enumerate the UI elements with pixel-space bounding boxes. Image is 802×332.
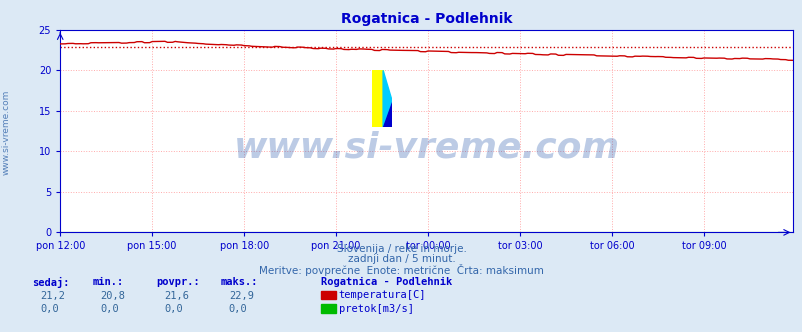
Text: 0,0: 0,0 bbox=[100, 304, 119, 314]
Text: Slovenija / reke in morje.: Slovenija / reke in morje. bbox=[336, 244, 466, 254]
Text: sedaj:: sedaj: bbox=[32, 277, 70, 288]
Text: pretok[m3/s]: pretok[m3/s] bbox=[338, 304, 413, 314]
Text: Rogatnica - Podlehnik: Rogatnica - Podlehnik bbox=[321, 277, 452, 287]
Text: www.si-vreme.com: www.si-vreme.com bbox=[2, 90, 11, 176]
Text: 0,0: 0,0 bbox=[40, 304, 59, 314]
Text: 0,0: 0,0 bbox=[164, 304, 183, 314]
Text: www.si-vreme.com: www.si-vreme.com bbox=[233, 130, 619, 164]
Text: maks.:: maks.: bbox=[221, 277, 258, 287]
Title: Rogatnica - Podlehnik: Rogatnica - Podlehnik bbox=[341, 12, 512, 26]
Text: 21,6: 21,6 bbox=[164, 290, 189, 300]
Text: Meritve: povprečne  Enote: metrične  Črta: maksimum: Meritve: povprečne Enote: metrične Črta:… bbox=[259, 264, 543, 276]
Text: zadnji dan / 5 minut.: zadnji dan / 5 minut. bbox=[347, 254, 455, 264]
Text: 21,2: 21,2 bbox=[40, 290, 65, 300]
Text: temperatura[C]: temperatura[C] bbox=[338, 290, 426, 300]
Text: 0,0: 0,0 bbox=[229, 304, 247, 314]
Text: povpr.:: povpr.: bbox=[156, 277, 200, 287]
Text: 20,8: 20,8 bbox=[100, 290, 125, 300]
Text: min.:: min.: bbox=[92, 277, 124, 287]
Text: 22,9: 22,9 bbox=[229, 290, 253, 300]
